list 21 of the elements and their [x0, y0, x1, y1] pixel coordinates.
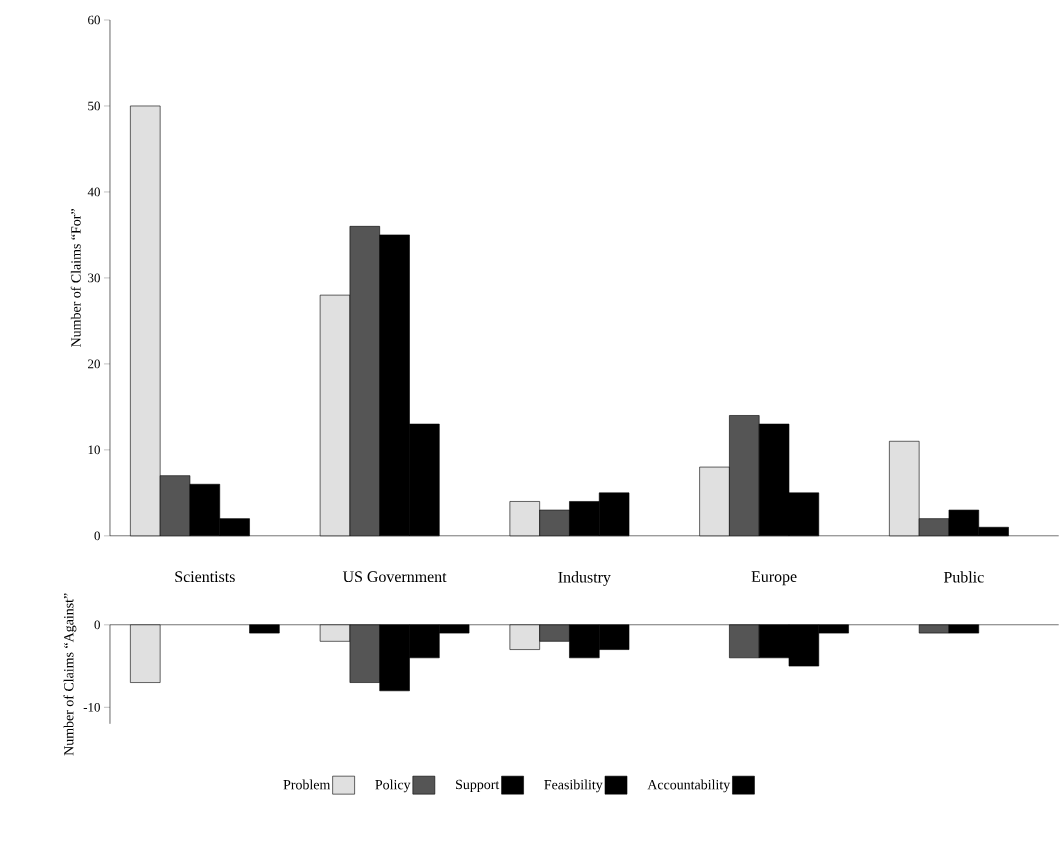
legend-label: Policy	[375, 779, 411, 793]
y-tick-label: 0	[94, 531, 100, 541]
legend-label: Problem	[283, 779, 331, 790]
y-tick-label: 0	[94, 620, 100, 630]
legend-label: Feasibility	[544, 779, 603, 793]
y-tick-label: 60	[88, 15, 100, 25]
x-tick-label: US Government	[342, 571, 447, 583]
y-tick-label: 50	[88, 101, 100, 111]
x-tick-label: Industry	[558, 571, 611, 586]
y-tick-label: 40	[87, 187, 100, 197]
y-axis-title: Number of Claims “Against”	[63, 593, 77, 756]
legend-label: Support	[456, 779, 500, 793]
y-tick-label: 20	[88, 359, 100, 369]
y-axis-title: Number of Claims “For”	[70, 209, 81, 348]
y-tick-label: -10	[83, 703, 100, 712]
y-tick-label: 30	[88, 273, 100, 283]
x-tick-label: Europe	[751, 571, 797, 586]
x-tick-label: Scientists	[175, 571, 235, 583]
legend-label: Accountability	[647, 779, 731, 793]
x-tick-label: Public	[943, 571, 984, 583]
y-tick-label: 10	[88, 445, 100, 455]
